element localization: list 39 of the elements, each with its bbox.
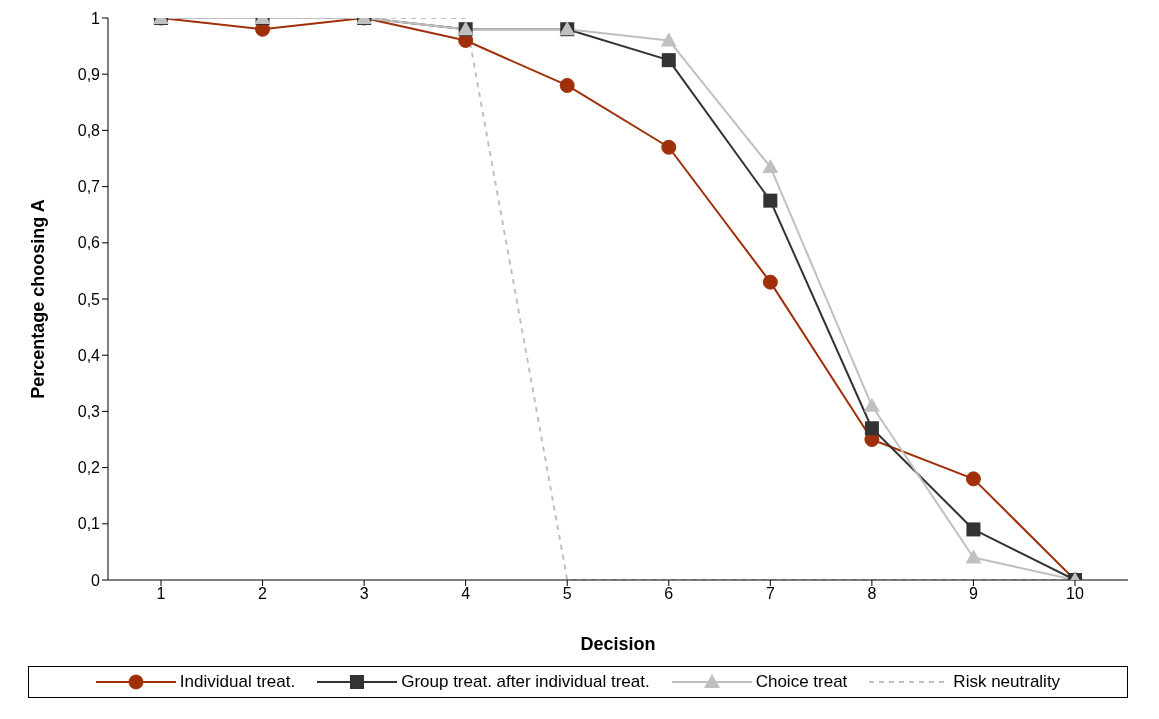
point <box>762 274 778 290</box>
x-tick-label: 10 <box>1066 585 1084 603</box>
y-tick-label: 0,9 <box>77 65 101 83</box>
y-axis-title: Percentage choosing A <box>28 199 49 399</box>
point <box>559 77 575 93</box>
x-tick-label: 2 <box>258 585 268 603</box>
x-tick-label: 6 <box>664 585 674 603</box>
legend-label: Choice treat <box>755 672 848 692</box>
point <box>864 421 879 436</box>
y-tick-label: 0,2 <box>77 459 101 477</box>
legend-label: Individual treat. <box>179 672 296 692</box>
point <box>863 397 880 412</box>
y-tick-label: 0 <box>91 571 101 589</box>
x-tick-label: 5 <box>562 585 572 603</box>
x-tick-label: 9 <box>968 585 978 603</box>
y-tick-label: 0,6 <box>77 234 101 252</box>
x-tick-label: 7 <box>765 585 775 603</box>
x-tick-label: 4 <box>461 585 471 603</box>
y-tick-label: 0,3 <box>77 403 101 421</box>
legend-label: Group treat. after individual treat. <box>401 672 650 692</box>
y-tick-label: 0,5 <box>77 290 101 308</box>
point <box>965 471 981 487</box>
y-tick-label: 0,8 <box>77 122 101 140</box>
y-tick-label: 0,1 <box>77 515 101 533</box>
legend-label: Risk neutrality <box>953 672 1061 692</box>
x-axis-title: Decision <box>580 634 656 654</box>
point <box>965 549 982 564</box>
x-tick-label: 3 <box>359 585 369 603</box>
point <box>762 158 779 173</box>
point <box>763 193 778 208</box>
point <box>660 32 677 47</box>
x-tick-label: 1 <box>156 585 166 603</box>
point <box>966 522 981 537</box>
y-tick-label: 1 <box>91 9 101 27</box>
point <box>661 139 677 155</box>
y-tick-label: 0,4 <box>77 346 101 364</box>
point <box>661 53 676 68</box>
y-tick-label: 0,7 <box>77 178 101 196</box>
x-tick-label: 8 <box>867 585 877 603</box>
